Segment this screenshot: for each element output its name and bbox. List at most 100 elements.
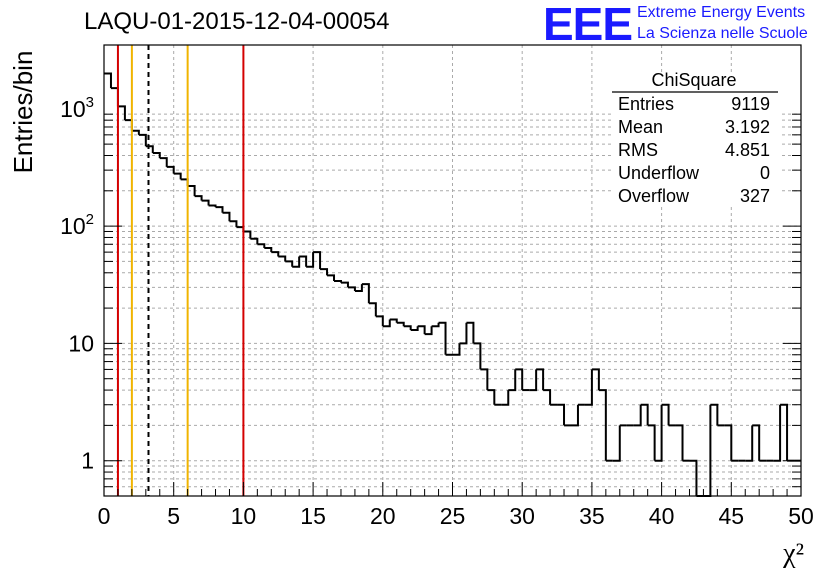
histogram-bin xyxy=(159,157,168,167)
histogram-bin xyxy=(354,284,363,292)
stats-label-underflow: Underflow xyxy=(618,163,700,183)
histogram-bin xyxy=(187,184,196,197)
stats-value-mean: 3.192 xyxy=(725,117,770,137)
stats-value-underflow: 0 xyxy=(760,163,770,183)
histogram-bin xyxy=(591,368,600,391)
histogram-bin xyxy=(584,369,593,406)
histogram-bin xyxy=(124,119,133,131)
histogram-bin xyxy=(173,172,182,180)
histogram-bin xyxy=(243,230,252,239)
histogram-bin xyxy=(647,424,656,461)
histogram-bin xyxy=(104,72,112,89)
histogram-bin xyxy=(236,226,245,232)
x-tick-label: 10 xyxy=(231,503,257,529)
histogram-bin xyxy=(703,404,712,497)
histogram-bin xyxy=(334,280,342,283)
histogram-bin xyxy=(117,105,126,121)
logo-line-2: La Scienza nelle Scuole xyxy=(637,25,808,42)
histogram-bin xyxy=(501,390,510,406)
histogram-bin xyxy=(452,343,461,356)
x-tick-label: 0 xyxy=(98,503,111,529)
histogram-bin xyxy=(675,424,684,461)
stats-box-bg xyxy=(612,72,780,206)
x-tick-labels: 0 5 10 15 20 25 30 35 40 45 50 xyxy=(98,503,814,529)
histogram-bin xyxy=(431,322,440,328)
histogram-bin xyxy=(340,281,349,288)
stats-box: ChiSquare Entries 9119 Mean 3.192 RMS 4.… xyxy=(612,70,780,206)
histogram-bin xyxy=(389,318,398,323)
histogram-bin xyxy=(752,424,761,461)
histogram-bin xyxy=(557,403,566,426)
histogram-bin xyxy=(327,274,336,282)
histogram-bin xyxy=(403,325,412,331)
histogram-bin xyxy=(438,321,447,355)
histogram-bin xyxy=(320,268,329,276)
histogram-bin xyxy=(250,237,259,245)
histogram-bin xyxy=(131,129,140,135)
histogram-bin xyxy=(222,211,231,222)
logo-line-1: Extreme Energy Events xyxy=(637,4,806,21)
histogram-bin xyxy=(313,251,322,270)
histogram-bin xyxy=(396,321,405,327)
histogram-bin xyxy=(640,403,649,426)
stats-label-entries: Entries xyxy=(618,94,674,114)
histogram-bin xyxy=(515,368,524,391)
histogram-bin xyxy=(466,321,475,344)
histogram-bin xyxy=(152,152,161,159)
y-tick-label: 103 xyxy=(60,94,94,122)
histogram-bin xyxy=(689,459,698,496)
histogram-bin xyxy=(780,403,789,461)
histogram-bin xyxy=(654,404,663,462)
stats-value-rms: 4.851 xyxy=(725,140,770,160)
histogram-bin xyxy=(264,247,273,253)
y-axis-label: Entries/bin xyxy=(8,51,38,174)
histogram-bin xyxy=(347,286,356,291)
histogram-bin xyxy=(382,319,391,328)
histogram-bin xyxy=(633,404,642,427)
histogram-bin xyxy=(110,87,119,107)
logo-text: Extreme Energy Events La Scienza nelle S… xyxy=(637,2,808,44)
histogram xyxy=(104,72,801,497)
eee-logo: EEE Extreme Energy Events La Scienza nel… xyxy=(543,0,808,50)
reference-lines xyxy=(116,45,245,496)
x-tick-label: 40 xyxy=(649,503,675,529)
histogram-bin xyxy=(229,220,238,228)
x-tick-label: 20 xyxy=(370,503,396,529)
x-tick-label: 45 xyxy=(719,503,745,529)
histogram-bin xyxy=(208,204,217,208)
stats-value-overflow: 327 xyxy=(740,186,770,206)
stats-label-mean: Mean xyxy=(618,117,663,137)
histogram-bin xyxy=(570,404,579,427)
x-tick-label: 5 xyxy=(167,503,180,529)
histogram-bin xyxy=(598,389,607,461)
histogram-bin xyxy=(536,368,545,391)
stats-label-rms: RMS xyxy=(618,140,658,160)
x-tick-label: 30 xyxy=(509,503,535,529)
y-tick-label: 1 xyxy=(81,448,94,474)
histogram-bin xyxy=(375,315,384,327)
stats-label-overflow: Overflow xyxy=(618,186,690,206)
histogram-bin xyxy=(292,256,301,268)
y-tick-label: 102 xyxy=(60,211,94,239)
chart-title: LAQU-01-2015-12-04-00054 xyxy=(84,8,390,35)
histogram-bin xyxy=(529,369,538,392)
histogram-bin xyxy=(487,389,496,405)
histogram-bin xyxy=(480,368,489,391)
histogram-bin xyxy=(257,243,266,249)
histogram-bin xyxy=(543,389,552,405)
histogram-bin xyxy=(724,424,733,461)
logo-mark: EEE xyxy=(543,0,633,50)
x-tick-label: 25 xyxy=(440,503,466,529)
histogram-bin xyxy=(138,133,147,147)
histogram-bin xyxy=(417,325,426,335)
histogram-bin xyxy=(410,326,419,332)
x-tick-label: 35 xyxy=(579,503,605,529)
histogram-bin xyxy=(424,326,433,336)
axis-ticks xyxy=(103,113,802,497)
histogram-bin xyxy=(299,255,308,267)
histogram-bin xyxy=(285,260,294,267)
histogram-bin xyxy=(745,425,754,462)
grid xyxy=(104,45,801,496)
histogram-bin xyxy=(306,252,315,268)
